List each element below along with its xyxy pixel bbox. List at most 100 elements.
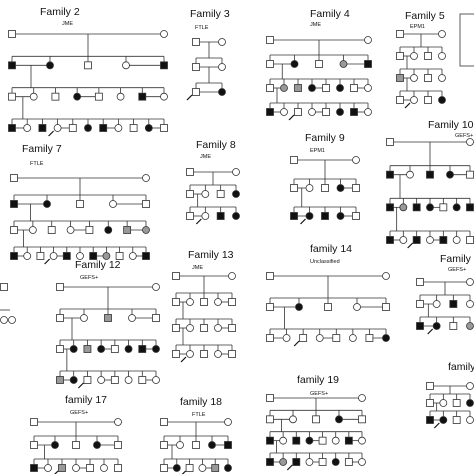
male-symbol bbox=[99, 124, 108, 132]
male-symbol bbox=[83, 345, 92, 353]
male-symbol bbox=[332, 334, 341, 342]
female-symbol bbox=[46, 61, 54, 70]
family-pedigree: Family 10 GEFS+ bbox=[386, 119, 474, 249]
male-symbol bbox=[186, 212, 194, 220]
female-symbol bbox=[116, 92, 125, 101]
male-symbol bbox=[426, 382, 434, 390]
male-symbol bbox=[8, 124, 16, 132]
male-symbol bbox=[266, 415, 274, 424]
male-symbol bbox=[56, 376, 64, 384]
female-symbol bbox=[49, 252, 58, 260]
female-symbol bbox=[305, 436, 314, 445]
male-symbol bbox=[84, 61, 92, 70]
female-symbol bbox=[364, 84, 372, 92]
family-label: Family 10 bbox=[428, 119, 474, 131]
male-symbol bbox=[89, 252, 98, 260]
male-symbol bbox=[104, 314, 112, 322]
male-symbol bbox=[426, 399, 434, 407]
proband-arrow bbox=[293, 340, 300, 347]
female-symbol bbox=[28, 226, 37, 234]
female-symbol bbox=[142, 226, 150, 234]
male-symbol bbox=[228, 298, 236, 306]
female-symbol bbox=[364, 36, 372, 44]
male-symbol bbox=[266, 272, 274, 280]
partial-pedigree bbox=[0, 283, 16, 324]
family-pedigree: Family 5 EPM1 bbox=[396, 10, 446, 109]
female-symbol bbox=[214, 298, 222, 306]
female-symbol bbox=[152, 345, 160, 353]
family-label: Family 8 bbox=[196, 139, 236, 151]
female-symbol bbox=[109, 200, 117, 208]
male-symbol bbox=[382, 303, 390, 311]
male-symbol bbox=[86, 464, 94, 472]
epilepsy-subtype: JME bbox=[62, 21, 73, 27]
male-symbol bbox=[110, 345, 119, 353]
family-label: Family 3 bbox=[190, 8, 230, 20]
male-symbol bbox=[160, 464, 168, 472]
male-symbol bbox=[192, 63, 200, 71]
male-symbol bbox=[299, 334, 308, 342]
female-symbol bbox=[466, 300, 474, 308]
female-symbol bbox=[66, 226, 75, 234]
epilepsy-subtype: GEFS+ bbox=[70, 410, 88, 416]
male-symbol bbox=[56, 314, 64, 322]
female-symbol bbox=[426, 203, 434, 212]
male-symbol bbox=[68, 124, 77, 132]
female-symbol bbox=[399, 236, 408, 244]
male-symbol bbox=[172, 298, 180, 306]
male-symbol bbox=[466, 170, 474, 179]
family-label: Family 9 bbox=[305, 132, 345, 144]
family-pedigree: Family 8 JME bbox=[186, 139, 240, 225]
female-symbol bbox=[122, 61, 130, 70]
family-label: Family 1 bbox=[440, 253, 474, 265]
female-symbol bbox=[128, 314, 136, 322]
male-symbol bbox=[200, 298, 208, 306]
female-symbol bbox=[160, 92, 168, 101]
proband-arrow bbox=[195, 218, 202, 225]
female-symbol bbox=[466, 382, 474, 390]
female-symbol bbox=[352, 156, 360, 164]
female-symbol bbox=[336, 84, 344, 92]
female-symbol bbox=[280, 108, 288, 116]
male-symbol bbox=[294, 108, 302, 116]
proband-arrow bbox=[44, 258, 51, 265]
male-symbol bbox=[350, 108, 358, 116]
male-symbol bbox=[56, 283, 64, 291]
male-symbol bbox=[228, 324, 236, 332]
male-symbol bbox=[424, 52, 432, 60]
male-symbol bbox=[10, 252, 18, 260]
family-pedigree: family bbox=[426, 361, 474, 429]
female-symbol bbox=[43, 200, 51, 208]
female-symbol bbox=[305, 184, 314, 192]
female-symbol bbox=[358, 394, 366, 402]
male-symbol bbox=[266, 394, 274, 402]
male-symbol bbox=[364, 60, 372, 68]
family-label: family 19 bbox=[297, 374, 339, 386]
female-symbol bbox=[279, 436, 288, 445]
female-symbol bbox=[308, 108, 316, 116]
male-symbol bbox=[228, 350, 236, 358]
male-symbol bbox=[318, 436, 327, 445]
family-pedigree: Family 4 JME bbox=[266, 8, 372, 121]
female-symbol bbox=[452, 236, 461, 244]
male-symbol bbox=[94, 92, 103, 101]
female-symbol bbox=[439, 399, 448, 407]
family-label: Family 12 bbox=[75, 259, 121, 271]
female-symbol bbox=[353, 303, 361, 311]
epilepsy-subtype: GEFS+ bbox=[448, 267, 466, 273]
male-symbol bbox=[266, 458, 274, 466]
female-symbol bbox=[466, 322, 474, 330]
male-symbol bbox=[8, 30, 16, 38]
male-symbol bbox=[172, 350, 180, 358]
female-symbol bbox=[97, 345, 106, 353]
male-symbol bbox=[216, 190, 225, 198]
male-symbol bbox=[358, 415, 366, 424]
female-symbol bbox=[282, 334, 291, 342]
female-symbol bbox=[308, 84, 316, 92]
male-symbol bbox=[266, 84, 274, 92]
female-symbol bbox=[224, 464, 232, 472]
male-symbol bbox=[266, 108, 274, 116]
male-symbol bbox=[324, 303, 332, 311]
male-symbol bbox=[266, 36, 274, 44]
male-symbol bbox=[160, 61, 168, 70]
